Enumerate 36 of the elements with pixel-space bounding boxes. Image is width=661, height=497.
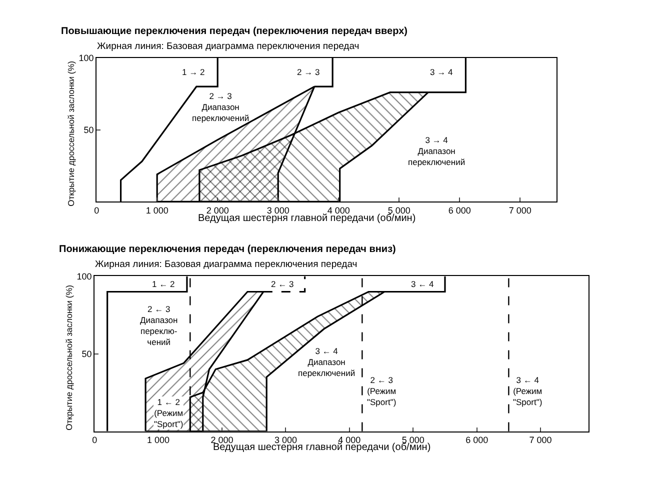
annotation: 1 → 2 (182, 67, 205, 77)
chart-subtitle: Жирная линия: Базовая диаграмма переключения передач (97, 41, 360, 52)
annotation: 2 → 3 Диапазон переключений (192, 91, 250, 124)
y-tick-label: 50 (82, 348, 92, 359)
x-tick-label: 7 000 (529, 435, 552, 446)
annotation: 3 → 4 Диапазон переключений (408, 135, 466, 168)
x-tick-label: 6 000 (466, 435, 488, 446)
x-tick-label: 0 (92, 435, 98, 446)
x-tick-label: 4 000 (327, 205, 350, 216)
annotation: 2 → 3 (297, 67, 320, 77)
x-tick-label: 7 000 (508, 205, 532, 216)
chart-title: Понижающие переключения передач (переключения передач вниз) (59, 244, 396, 255)
x-tick-label: 3 000 (266, 205, 290, 216)
y-tick-label: 100 (76, 271, 92, 282)
annotation: 1 ← 2 (152, 279, 175, 289)
y-axis-title: Открытие дроссельной заслонки (%) (64, 284, 74, 430)
annotation: 2 ← 3 (Режим "Sport") (367, 375, 396, 408)
annotation: 2 ← 3 Диапазон переклю- чений (140, 304, 178, 348)
x-tick-label: 1 000 (147, 435, 170, 446)
y-tick-label: 100 (78, 52, 94, 63)
x-tick-label: 1 000 (146, 205, 168, 216)
x-tick-label: 3 000 (274, 435, 297, 446)
x-tick-label: 0 (94, 205, 100, 216)
y-axis-title: Открытие дроссельной заслонки (%) (66, 60, 76, 206)
x-tick-label: 2 000 (206, 205, 229, 216)
x-tick-label: 6 000 (448, 205, 471, 216)
annotation: 1 ← 2 (Режим "Sport") (154, 397, 184, 430)
chart-subtitle: Жирная линия: Базовая диаграмма переключения передач (95, 259, 358, 270)
annotation: 3 ← 4 (411, 279, 434, 289)
chart-title: Повышающие переключения передач (переключения передач вверх) (61, 26, 408, 37)
annotation: 3 ← 4 Диапазон переключений (298, 346, 356, 378)
x-axis-title: Ведущая шестерня главной передачи (об/мин) (198, 213, 416, 224)
annotation: 3 ← 4 (Режим "Sport") (513, 375, 542, 408)
annotation: 3 → 4 (430, 67, 453, 77)
y-tick-label: 50 (84, 124, 94, 135)
annotation: 2 ← 3 (271, 279, 294, 289)
